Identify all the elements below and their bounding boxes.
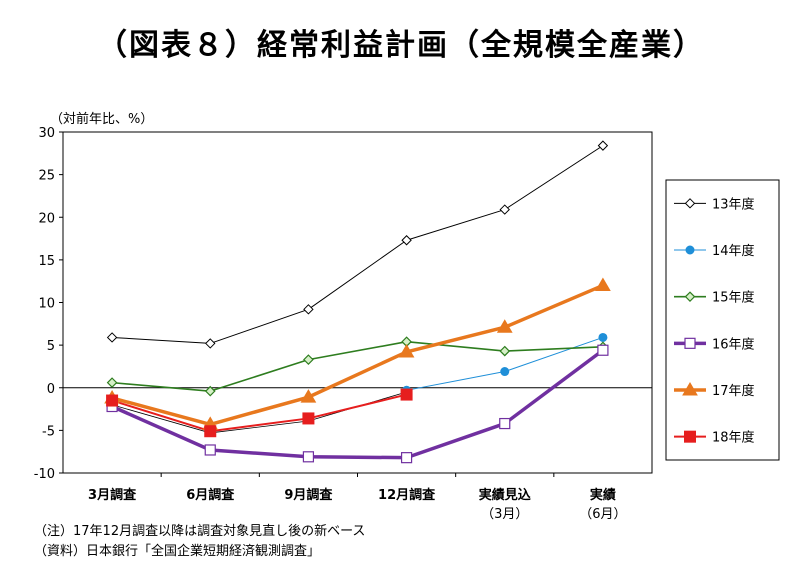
series-5-point bbox=[398, 343, 415, 358]
series-4-point bbox=[302, 451, 315, 463]
series-1-point bbox=[499, 204, 510, 215]
x-tick-label: 6月調査 bbox=[186, 487, 235, 503]
legend-marker bbox=[685, 245, 695, 255]
x-tick-label: 実績 bbox=[590, 487, 616, 503]
legend-label: 13年度 bbox=[712, 196, 755, 212]
legend-marker bbox=[684, 337, 696, 349]
series-1-point bbox=[597, 140, 609, 151]
y-axis-label: （対前年比、%） bbox=[50, 111, 153, 127]
legend-label: 18年度 bbox=[712, 430, 755, 446]
axes bbox=[59, 131, 653, 477]
series-5-point bbox=[496, 319, 513, 333]
series-5-point bbox=[300, 389, 317, 403]
series-6-point bbox=[106, 394, 119, 407]
legend-marker bbox=[684, 291, 696, 303]
y-tick-label: 25 bbox=[38, 169, 55, 184]
legend-marker bbox=[684, 430, 696, 443]
series-2-point bbox=[500, 367, 510, 377]
series-1-line bbox=[112, 145, 604, 344]
x-tick-labels: 3月調査 6月調査 9月調査 12月調査 実績見込 （3月） 実績 （6月） bbox=[88, 487, 626, 520]
y-tick-label: 0 bbox=[47, 382, 55, 397]
y-tick-label: 10 bbox=[38, 297, 55, 312]
y-tick-label: 30 bbox=[38, 126, 55, 141]
series-4-point bbox=[499, 417, 511, 430]
series-3-point bbox=[106, 377, 118, 388]
series-1-point bbox=[106, 332, 118, 343]
legend-marker bbox=[682, 382, 698, 396]
series-markers bbox=[104, 140, 611, 464]
y-tick-label: 15 bbox=[38, 254, 55, 269]
y-tick-labels: -10 -5 0 5 10 15 20 25 30 bbox=[34, 126, 55, 482]
x-tick-label: 実績見込 bbox=[479, 487, 532, 503]
x-tick-label: （6月） bbox=[579, 507, 626, 520]
y-tick-label: -5 bbox=[42, 424, 55, 439]
chart-title: （図表８）経常利益計画（全規模全産業） bbox=[97, 28, 705, 63]
series-4-point bbox=[400, 452, 413, 464]
series-6-point bbox=[400, 388, 413, 401]
series-5-line bbox=[111, 283, 604, 427]
legend-label: 16年度 bbox=[712, 336, 755, 352]
series-3-point bbox=[303, 354, 314, 365]
series-lines bbox=[111, 145, 604, 460]
y-tick-label: 20 bbox=[38, 211, 55, 226]
series-1-point bbox=[205, 338, 216, 349]
series-4-point bbox=[204, 444, 216, 456]
series-4-line bbox=[111, 348, 604, 460]
series-2-point bbox=[598, 332, 608, 342]
x-tick-label: 9月調査 bbox=[284, 487, 333, 503]
legend-label: 17年度 bbox=[712, 383, 755, 399]
line-chart: -10 -5 0 5 10 15 20 25 30 3月調査 6月調査 9月調査 12月調査 実績見込 （… bbox=[34, 111, 780, 520]
series-3-point bbox=[204, 385, 216, 397]
series-1-point bbox=[303, 304, 314, 315]
legend-label: 15年度 bbox=[712, 290, 755, 306]
series-4-point bbox=[597, 344, 609, 356]
legend: 13年度 14年度 15年度 16年度 17年度 18年度 bbox=[665, 179, 780, 461]
legend-marker bbox=[684, 198, 696, 209]
footnote-note: （注）17年12月調査以降は調査対象見直し後の新ベース bbox=[34, 524, 366, 539]
x-tick-label: 3月調査 bbox=[88, 487, 137, 503]
series-5-point bbox=[595, 277, 611, 291]
legend-label: 14年度 bbox=[712, 243, 755, 259]
series-3-point bbox=[499, 345, 511, 357]
series-6-line bbox=[111, 393, 407, 433]
series-1-point bbox=[401, 235, 412, 246]
series-3-line bbox=[112, 340, 603, 392]
series-6-point bbox=[204, 425, 217, 438]
x-tick-label: 12月調査 bbox=[378, 487, 436, 503]
series-6-point bbox=[302, 412, 315, 425]
legend-box bbox=[665, 179, 780, 461]
footnote-source: （資料）日本銀行「全国企業短期経済観測調査」 bbox=[34, 544, 321, 559]
x-tick-label: （3月） bbox=[481, 507, 528, 520]
y-tick-label: 5 bbox=[47, 339, 55, 354]
y-tick-label: -10 bbox=[34, 467, 55, 482]
